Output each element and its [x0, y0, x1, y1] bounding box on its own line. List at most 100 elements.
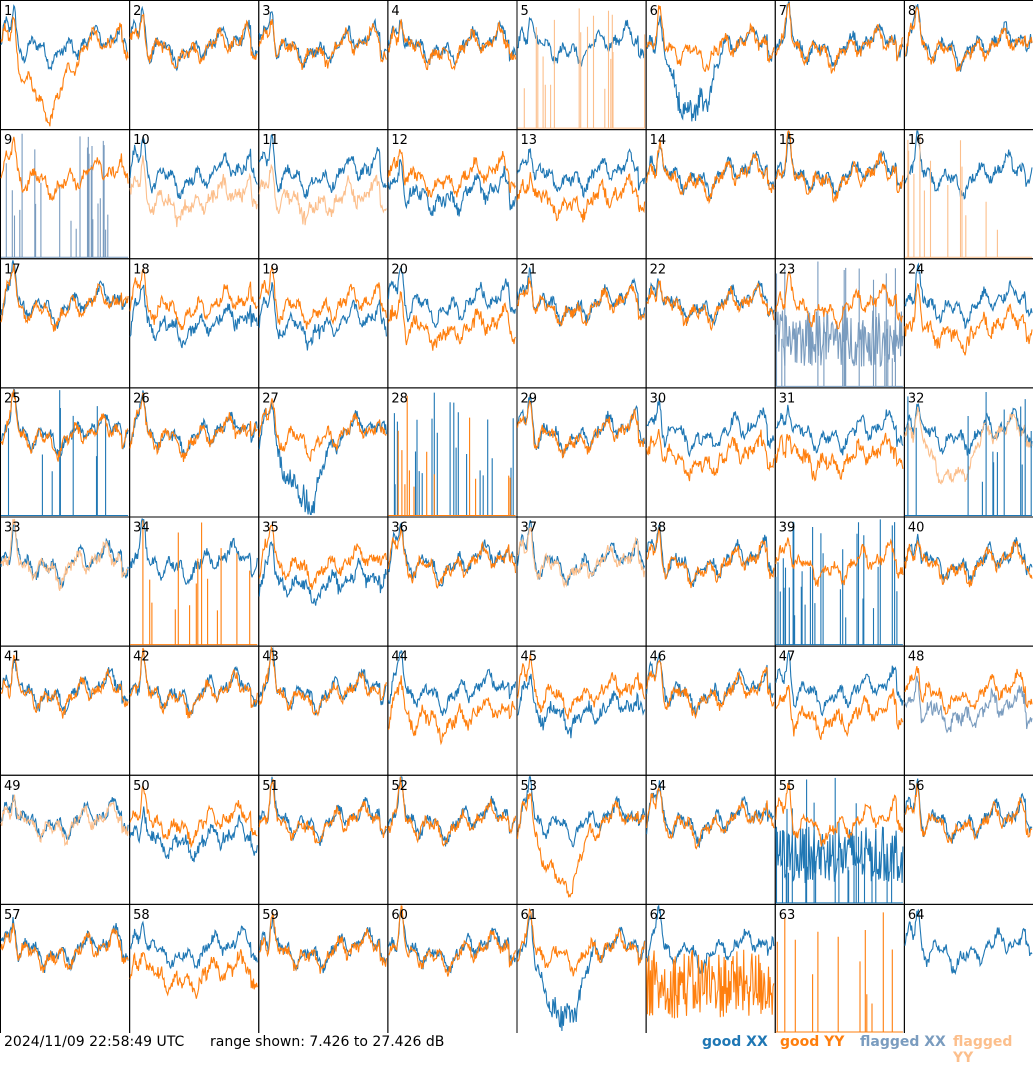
xx-spikes: [775, 777, 903, 904]
spectrum-panel-20: 20: [387, 258, 518, 389]
yy-trace: [646, 139, 775, 205]
panel-number: 58: [133, 908, 150, 923]
yy-trace: [259, 265, 387, 330]
xx-trace: [904, 675, 1033, 734]
spectrum-panel-35: 35: [258, 516, 389, 647]
panel-frame: [387, 0, 518, 131]
yy-trace: [775, 432, 904, 482]
panel-number: 31: [779, 391, 796, 406]
panel-number: 4: [391, 4, 399, 19]
yy-trace: [516, 277, 646, 327]
panel-number: 30: [650, 391, 667, 406]
xx-trace: [129, 284, 258, 349]
yy-trace: [129, 647, 258, 719]
yy-trace: [775, 912, 903, 1033]
xx-trace: [904, 262, 1033, 330]
xx-trace: [904, 533, 1033, 583]
panel-number: 2: [133, 4, 141, 19]
panel-number: 38: [650, 521, 667, 536]
panel-number: 42: [133, 650, 150, 665]
yy-trace: [775, 271, 904, 330]
panel-frame: [645, 645, 776, 776]
panel-number: 10: [133, 133, 150, 148]
panel-number: 53: [521, 779, 538, 794]
spectrum-panel-38: 38: [645, 516, 776, 647]
xx-trace: [904, 3, 1033, 72]
panel-frame: [903, 129, 1033, 260]
yy-trace: [646, 280, 775, 332]
panel-frame: [0, 387, 131, 518]
yy-trace: [0, 922, 129, 973]
xx-trace: [517, 776, 646, 848]
spectrum-panel-18: 18: [129, 258, 260, 389]
yy-trace: [517, 907, 646, 977]
panel-number: 57: [4, 908, 21, 923]
panel-number: 39: [779, 521, 796, 536]
yy-trace: [0, 264, 129, 332]
spectrum-panel-11: 11: [258, 129, 389, 260]
panel-number: 55: [779, 779, 796, 794]
yy-trace: [387, 149, 517, 198]
xx-trace: [904, 909, 1033, 976]
spectrum-panel-40: 40: [903, 516, 1033, 647]
panel-frame: [645, 258, 776, 389]
panel-number: 45: [521, 650, 538, 665]
panel-frame: [0, 516, 131, 647]
yy-trace: [904, 539, 1033, 588]
panel-number: 17: [4, 262, 21, 277]
spectrum-panel-42: 42: [129, 645, 260, 776]
panel-frame: [129, 0, 260, 131]
panel-number: 16: [908, 133, 925, 148]
xx-trace: [387, 159, 517, 217]
xx-trace: [646, 904, 775, 975]
spectrum-panel-48: 48: [903, 645, 1033, 776]
yy-trace: [904, 134, 1032, 258]
panel-frame: [774, 387, 905, 518]
panel-number: 5: [521, 4, 529, 19]
panel-number: 20: [391, 262, 408, 277]
xx-trace: [646, 397, 775, 458]
yy-trace: [0, 518, 129, 591]
spectrum-panel-32: 32: [903, 387, 1033, 518]
yy-trace: [646, 949, 775, 1019]
spectrum-panel-15: 15: [774, 129, 905, 260]
yy-trace: [129, 268, 258, 331]
yy-trace: [130, 520, 258, 646]
panel-number: 6: [650, 4, 658, 19]
panel-frame: [0, 903, 131, 1033]
panel-number: 26: [133, 391, 150, 406]
panel-frame: [774, 903, 905, 1033]
spectrum-panel-50: 50: [129, 774, 260, 905]
yy-trace: [129, 392, 258, 463]
spectrum-panel-9: 9: [0, 129, 131, 260]
legend-good-yy: good YY: [780, 1034, 845, 1050]
xx-trace: [0, 4, 129, 71]
panel-number: 19: [262, 262, 279, 277]
yy-trace: [258, 778, 387, 844]
panel-frame: [129, 645, 260, 776]
spectrum-panel-52: 52: [387, 774, 518, 905]
spectrum-panel-57: 57: [0, 903, 131, 1033]
yy-trace: [904, 782, 1033, 845]
spectrum-panel-6: 6: [645, 0, 776, 131]
panel-number: 51: [262, 779, 279, 794]
spectrum-panel-61: 61: [516, 903, 647, 1033]
yy-trace: [129, 949, 258, 999]
panel-frame: [129, 774, 260, 905]
panel-number: 43: [262, 650, 279, 665]
panel-frame: [387, 903, 518, 1033]
xx-trace: [775, 1, 904, 68]
panel-number: 23: [779, 262, 796, 277]
spectrum-panel-13: 13: [516, 129, 647, 260]
panel-frame: [774, 129, 905, 260]
spectrum-panel-21: 21: [516, 258, 647, 389]
panel-number: 25: [4, 391, 21, 406]
spectrum-panel-25: 25: [0, 387, 131, 518]
spectrum-panel-51: 51: [258, 774, 389, 905]
xx-spikes: [904, 392, 1032, 517]
spectrum-panel-58: 58: [129, 903, 260, 1033]
panel-number: 24: [908, 262, 925, 277]
spectrum-panel-3: 3: [258, 0, 389, 131]
yy-trace: [388, 905, 517, 977]
spectrum-panel-16: 16: [903, 129, 1033, 260]
